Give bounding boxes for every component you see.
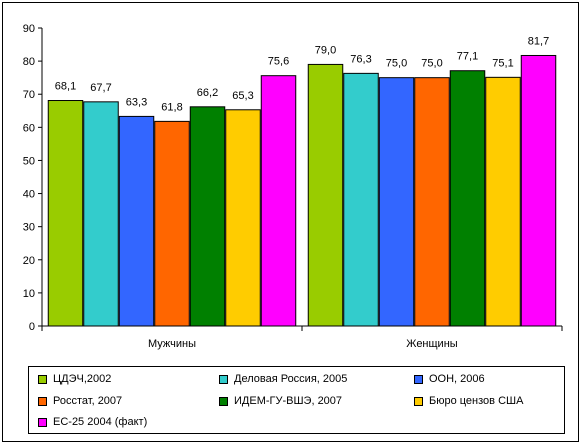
legend-label: ООН, 2006	[429, 373, 485, 385]
data-label: 75,0	[386, 58, 407, 70]
legend-label: Бюро цензов США	[429, 395, 524, 407]
y-tick-label: 50	[23, 155, 35, 167]
bar	[260, 75, 297, 327]
legend-swatch	[414, 396, 423, 406]
legend-item: ЦДЭЧ,2002	[38, 372, 111, 386]
legend-item: ООН, 2006	[414, 372, 485, 386]
data-label: 75,0	[421, 58, 442, 70]
data-label: 75,6	[268, 56, 289, 68]
y-tick-label: 70	[23, 89, 35, 101]
bar	[378, 77, 415, 327]
legend-swatch	[219, 374, 228, 384]
bar	[118, 115, 155, 327]
legend-label: ЦДЭЧ,2002	[53, 373, 112, 385]
data-label: 61,8	[161, 101, 182, 113]
legend-swatch	[219, 396, 228, 406]
bar	[520, 54, 557, 327]
y-tick-label: 60	[23, 122, 35, 134]
bar	[449, 70, 486, 327]
legend-item: ЕС-25 2004 (факт)	[38, 415, 147, 429]
legend-label: Росстат, 2007	[53, 395, 123, 407]
legend-swatch	[414, 374, 423, 384]
y-tick-label: 30	[23, 222, 35, 234]
data-label: 67,7	[90, 82, 111, 94]
legend-item: ИДЕМ-ГУ-ВШЭ, 2007	[219, 394, 342, 408]
legend-label: ИДЕМ-ГУ-ВШЭ, 2007	[234, 395, 343, 407]
data-label: 63,3	[126, 96, 147, 108]
legend: ЦДЭЧ,2002 Деловая Россия, 2005 ООН, 2006 Ро…	[28, 366, 565, 434]
bar	[154, 120, 190, 327]
bar	[189, 106, 226, 327]
legend-item: Бюро цензов США	[414, 394, 523, 408]
legend-label: ЕС-25 2004 (факт)	[53, 416, 148, 428]
data-label: 77,1	[457, 51, 478, 63]
y-tick-label: 10	[23, 288, 35, 300]
y-tick-label: 80	[23, 56, 35, 68]
bar	[307, 63, 344, 327]
legend-item: Росстат, 2007	[38, 394, 122, 408]
bar	[343, 72, 379, 327]
data-label: 75,1	[492, 57, 513, 69]
bar	[414, 77, 450, 327]
y-tick-label: 40	[23, 189, 35, 201]
y-tick-label: 20	[23, 255, 35, 267]
legend-swatch	[38, 396, 47, 406]
bar	[47, 100, 84, 327]
data-label: 68,1	[55, 81, 76, 93]
bar	[485, 76, 521, 327]
legend-label: Деловая Россия, 2005	[234, 373, 348, 385]
y-tick-label: 0	[29, 321, 35, 333]
x-category-label: Мужчины	[148, 338, 196, 350]
legend-swatch	[38, 374, 47, 384]
data-label: 65,3	[232, 90, 253, 102]
y-tick-label: 90	[23, 23, 35, 35]
bar	[225, 109, 261, 327]
data-label: 66,2	[197, 87, 218, 99]
x-category-label: Женщины	[406, 338, 457, 350]
legend-swatch	[38, 417, 47, 427]
legend-item: Деловая Россия, 2005	[219, 372, 347, 386]
data-label: 81,7	[528, 35, 549, 47]
data-label: 79,0	[315, 44, 336, 56]
data-label: 76,3	[350, 53, 371, 65]
bar	[83, 101, 119, 327]
